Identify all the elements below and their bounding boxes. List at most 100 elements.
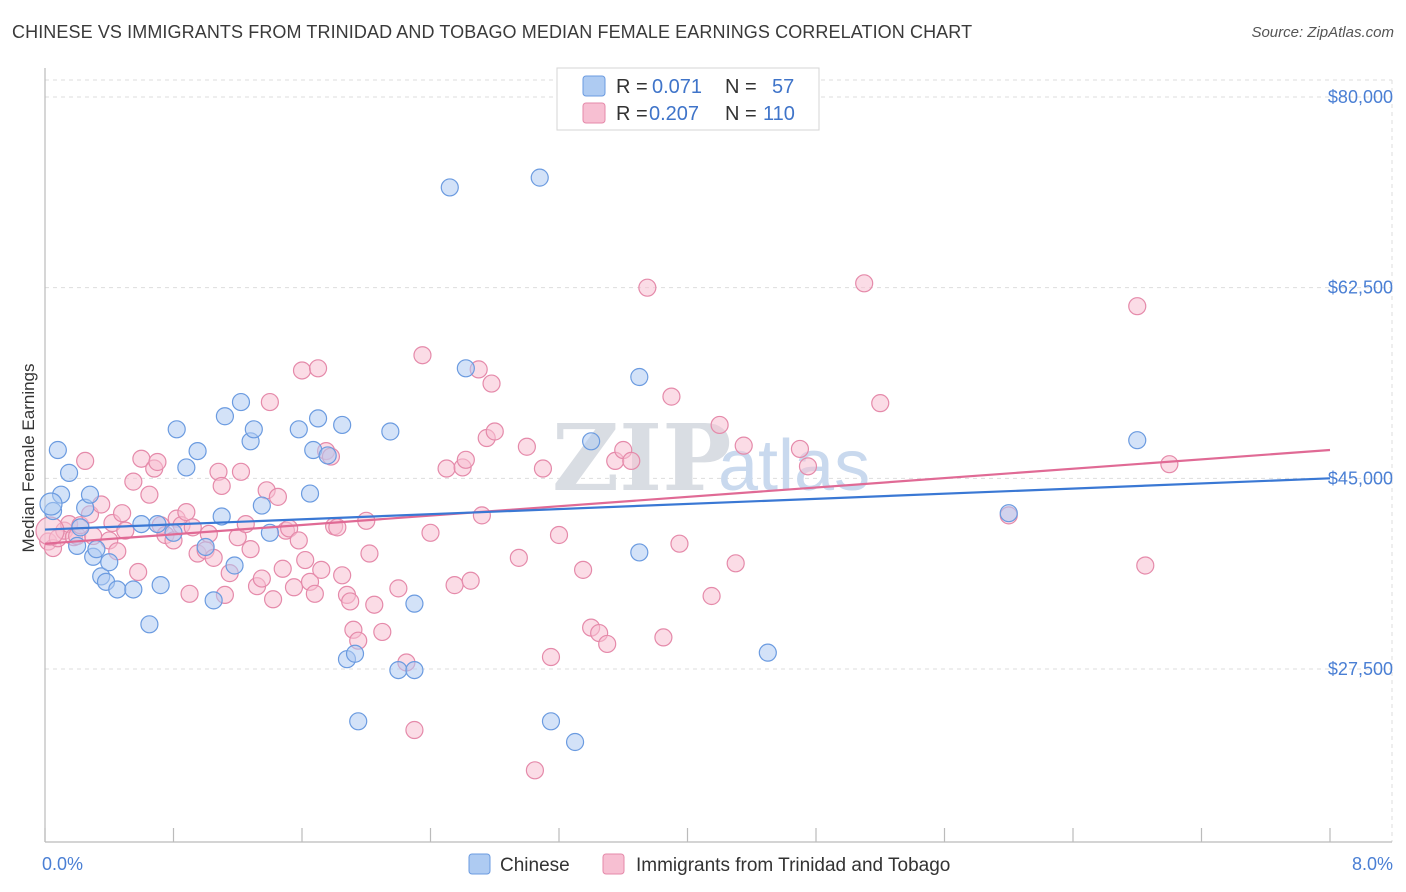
point-chinese-13 [124, 580, 143, 599]
legend-swatch-chinese [582, 75, 606, 97]
legend-label-chinese: Chinese [500, 855, 570, 876]
point-trinidad-15 [112, 504, 132, 523]
y-axis-label: Median Female Earnings [19, 364, 38, 553]
point-chinese-50 [582, 432, 601, 451]
point-chinese-21 [188, 441, 207, 461]
point-chinese-54 [999, 504, 1018, 523]
point-chinese-55 [1128, 431, 1147, 450]
point-chinese-53 [758, 643, 777, 662]
bottom-swatch-chinese [468, 853, 491, 875]
legend-r-label-1: R = [616, 76, 648, 98]
point-trinidad-78 [437, 459, 456, 478]
point-trinidad-79 [445, 576, 464, 595]
point-trinidad-48 [268, 487, 288, 506]
point-chinese-25 [215, 407, 234, 426]
trend-line-chinese [44, 477, 1331, 531]
point-trinidad-64 [333, 566, 352, 585]
trend-line-trinidad [44, 448, 1331, 545]
y-tick-label-0: $80,000 [1328, 87, 1393, 107]
point-trinidad-100 [622, 451, 641, 471]
point-trinidad-70 [360, 544, 379, 563]
point-trinidad-97 [598, 634, 617, 654]
point-chinese-52 [630, 367, 649, 387]
legend-r-label-2: R = [616, 103, 648, 125]
point-trinidad-101 [638, 278, 657, 297]
point-chinese-6 [80, 485, 100, 504]
point-chinese-30 [252, 496, 271, 515]
point-chinese-19 [167, 420, 186, 439]
point-trinidad-40 [231, 462, 251, 481]
point-trinidad-87 [485, 422, 504, 441]
point-trinidad-17 [124, 472, 143, 491]
bottom-swatch-trinidad [602, 853, 625, 875]
series-chinese-points [39, 168, 1147, 752]
point-chinese-45 [440, 178, 459, 197]
point-trinidad-115 [1136, 556, 1155, 575]
y-tick-label-3: $27,500 [1328, 659, 1393, 679]
point-chinese-cluster [39, 492, 63, 516]
point-chinese-48 [541, 712, 561, 731]
legend-n-value-1: 57 [772, 76, 794, 98]
point-trinidad-111 [855, 274, 874, 293]
point-trinidad-49 [273, 559, 292, 578]
point-trinidad-110 [798, 457, 818, 476]
point-chinese-32 [289, 420, 308, 439]
watermark-zip: ZIP [552, 404, 731, 512]
point-chinese-12 [108, 580, 127, 599]
point-trinidad-73 [389, 579, 408, 598]
point-chinese-51 [630, 543, 649, 562]
point-chinese-36 [318, 446, 337, 465]
point-chinese-47 [530, 168, 549, 187]
point-trinidad-52 [284, 578, 304, 597]
point-trinidad-72 [373, 622, 392, 642]
point-trinidad-108 [734, 436, 753, 455]
point-trinidad-81 [456, 450, 475, 469]
point-chinese-23 [204, 591, 223, 610]
point-chinese-24 [212, 507, 231, 526]
point-trinidad-86 [482, 374, 501, 393]
point-trinidad-76 [413, 346, 432, 365]
point-chinese-40 [349, 712, 368, 731]
point-chinese-37 [333, 415, 352, 435]
point-chinese-11 [100, 553, 119, 572]
point-trinidad-88 [509, 548, 528, 567]
point-trinidad-29 [180, 584, 199, 603]
point-trinidad-71 [365, 595, 384, 614]
x-tick-label-max: 8.0% [1352, 854, 1393, 874]
point-chinese-35 [308, 409, 328, 428]
point-chinese-8 [87, 540, 106, 559]
point-chinese-26 [225, 556, 244, 575]
point-chinese-56 [48, 440, 67, 460]
point-trinidad-103 [662, 387, 681, 406]
series-legend: Chinese Immigrants from Trinidad and Tob… [468, 853, 950, 876]
point-trinidad-109 [790, 439, 810, 459]
point-trinidad-cluster [35, 516, 65, 546]
legend-n-label-2: N = [725, 103, 757, 125]
point-chinese-39 [345, 644, 365, 663]
point-trinidad-36 [212, 476, 231, 496]
source-credit: Source: ZipAtlas.com [1251, 24, 1394, 41]
point-trinidad-47 [263, 590, 283, 609]
point-trinidad-75 [405, 720, 424, 740]
legend-n-label-1: N = [725, 76, 757, 98]
point-trinidad-20 [140, 485, 159, 504]
point-trinidad-92 [541, 647, 561, 667]
point-trinidad-8 [76, 451, 95, 471]
point-trinidad-44 [252, 569, 271, 588]
x-tick-label-min: 0.0% [42, 854, 83, 874]
point-trinidad-66 [341, 592, 360, 611]
point-trinidad-116 [1160, 455, 1179, 474]
point-trinidad-102 [654, 628, 673, 647]
point-chinese-29 [244, 420, 263, 439]
point-trinidad-77 [421, 523, 440, 542]
point-chinese-15 [140, 615, 159, 634]
point-chinese-22 [196, 537, 215, 557]
point-trinidad-114 [1128, 297, 1147, 316]
point-trinidad-46 [260, 392, 279, 412]
series-trinidad-points [35, 274, 1179, 780]
point-trinidad-91 [533, 459, 553, 478]
point-chinese-49 [565, 732, 585, 752]
point-trinidad-82 [461, 571, 480, 590]
point-chinese-42 [389, 660, 408, 680]
